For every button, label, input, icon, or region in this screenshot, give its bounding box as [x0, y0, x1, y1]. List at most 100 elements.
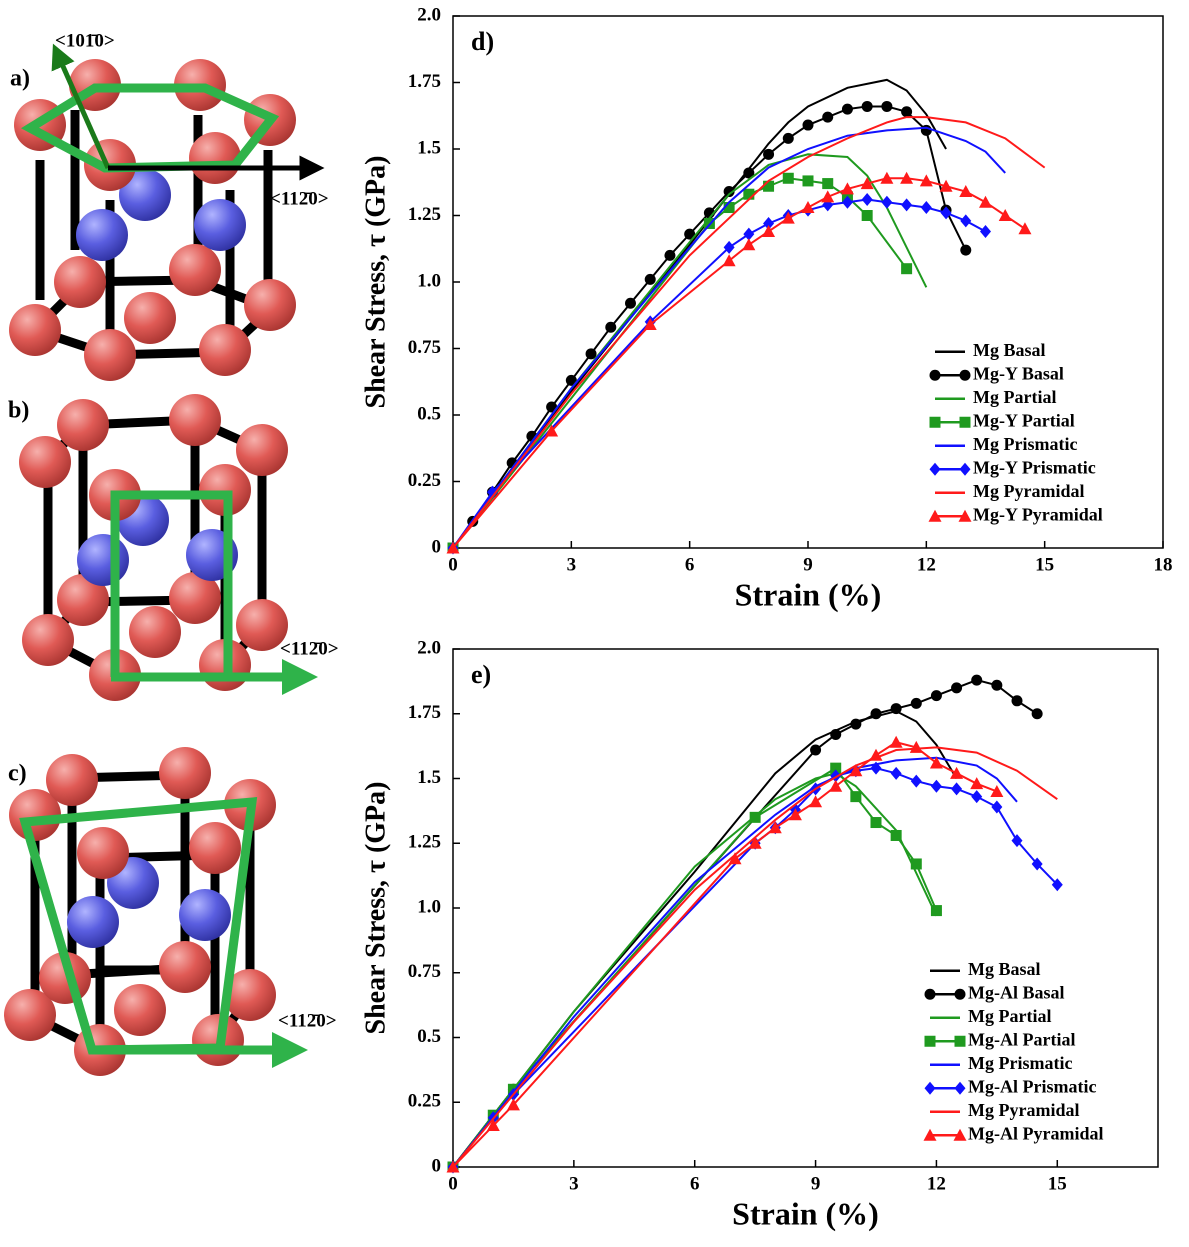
point [763, 180, 775, 192]
legend-marker [959, 369, 971, 381]
legend-marker [923, 1128, 937, 1141]
series-line [452, 756, 1018, 1168]
legend-label: Mg Pyramidal [968, 1100, 1079, 1120]
series-line [452, 116, 1046, 549]
point [684, 228, 696, 240]
point [930, 690, 942, 702]
point [970, 777, 984, 790]
panel-label: e) [471, 660, 491, 689]
series-line [452, 746, 1058, 1168]
point [802, 175, 814, 187]
point [801, 201, 815, 214]
point [644, 273, 656, 285]
y-axis-title: Shear Stress, τ (GPa) [360, 156, 391, 409]
x-tick-label: 6 [685, 554, 695, 575]
point [971, 790, 983, 804]
point [861, 100, 873, 112]
series-line [452, 105, 967, 549]
point [749, 811, 761, 823]
point [881, 195, 893, 209]
point [768, 821, 782, 834]
point [625, 297, 636, 309]
point [762, 224, 776, 237]
point [829, 779, 843, 792]
series-line [452, 710, 958, 1168]
y-tick-label: 0.75 [408, 961, 441, 982]
point [991, 800, 1003, 814]
point [822, 111, 834, 123]
x-tick-label: 9 [803, 554, 813, 575]
point [810, 744, 822, 756]
point [900, 171, 914, 184]
point [890, 703, 902, 715]
point [723, 240, 735, 254]
legend-label: Mg Partial [968, 1006, 1051, 1026]
point [910, 858, 922, 870]
point [830, 728, 842, 740]
point [821, 190, 835, 203]
series-line [452, 126, 1006, 549]
point [980, 224, 991, 238]
y-tick-label: 0.25 [408, 1091, 441, 1112]
point [901, 106, 913, 118]
legend-marker [958, 509, 972, 522]
point [763, 148, 775, 160]
point [869, 748, 883, 761]
y-tick-label: 1.75 [408, 702, 441, 723]
legend-label: Mg Prismatic [973, 434, 1077, 454]
x-tick-label: 0 [448, 1173, 458, 1194]
point [910, 774, 922, 788]
point [763, 216, 775, 230]
point [743, 188, 755, 200]
point [1011, 834, 1023, 848]
point [782, 132, 794, 144]
legend-marker [928, 509, 942, 522]
x-axis-title: Strain (%) [735, 576, 882, 612]
point [951, 782, 963, 796]
point [929, 756, 943, 769]
point [959, 185, 973, 198]
legend-marker [924, 1035, 936, 1047]
legend-label: Mg Partial [973, 387, 1056, 407]
legend-label: Mg Basal [973, 340, 1046, 360]
legend-label: Mg-Al Partial [968, 1029, 1075, 1049]
point [781, 211, 795, 224]
y-tick-label: 0.75 [408, 337, 441, 358]
y-axis-title: Shear Stress, τ (GPa) [360, 782, 391, 1035]
legend-marker [953, 1128, 967, 1141]
point [841, 103, 853, 115]
point [664, 249, 676, 261]
point [930, 905, 942, 917]
x-tick-label: 15 [1035, 554, 1054, 575]
legend-marker [924, 988, 936, 1000]
legend-marker [954, 1081, 966, 1095]
point [951, 682, 963, 694]
point [960, 244, 972, 256]
point [788, 808, 802, 821]
point [1018, 222, 1032, 235]
legend-marker [959, 462, 971, 476]
point [909, 740, 923, 753]
point [920, 201, 932, 215]
x-tick-label: 12 [927, 1173, 946, 1194]
y-tick-label: 0.25 [408, 470, 441, 491]
y-tick-label: 1.5 [417, 137, 441, 158]
y-tick-label: 0 [432, 536, 442, 557]
legend-marker [924, 1081, 936, 1095]
point [782, 172, 794, 184]
legend-label: Mg Prismatic [968, 1053, 1072, 1073]
y-tick-label: 1.0 [417, 896, 441, 917]
point [849, 764, 863, 777]
point [861, 210, 873, 221]
diagram-a: a) <101̄0> <112̄0> [9, 30, 329, 381]
point [960, 214, 972, 228]
panel-label: d) [471, 27, 494, 56]
point [1031, 857, 1043, 871]
direction-label: <112̄0> [280, 638, 339, 659]
x-tick-label: 0 [448, 554, 458, 575]
y-tick-label: 0.5 [417, 1026, 441, 1047]
legend-marker [954, 1035, 966, 1047]
point [890, 829, 902, 841]
point [850, 718, 862, 730]
